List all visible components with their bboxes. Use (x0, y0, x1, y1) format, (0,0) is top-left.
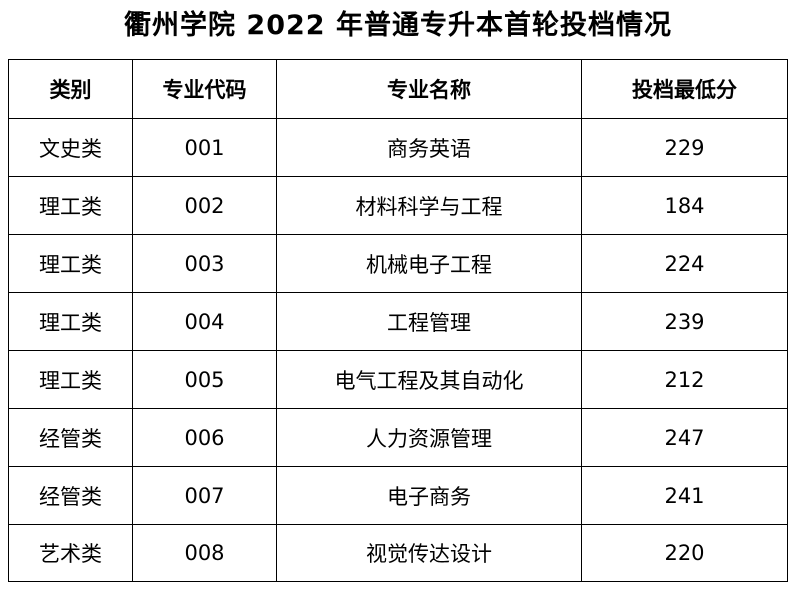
cell-major-code: 008 (132, 524, 277, 582)
cell-major-code: 002 (132, 176, 277, 235)
cell-category: 理工类 (8, 176, 133, 235)
table-row: 经管类 007 电子商务 241 (8, 466, 788, 525)
cell-min-score: 220 (581, 524, 788, 582)
cell-category: 艺术类 (8, 524, 133, 582)
admission-table: 类别 专业代码 专业名称 投档最低分 文史类 001 商务英语 229 理工类 … (8, 59, 788, 582)
table-row: 艺术类 008 视觉传达设计 220 (8, 524, 788, 582)
table-row: 文史类 001 商务英语 229 (8, 118, 788, 177)
cell-major-name: 机械电子工程 (276, 234, 582, 293)
page-title: 衢州学院 2022 年普通专升本首轮投档情况 (124, 10, 672, 41)
header-major-code: 专业代码 (132, 59, 277, 119)
cell-major-name: 电子商务 (276, 466, 582, 525)
table-row: 理工类 003 机械电子工程 224 (8, 234, 788, 293)
table-row: 理工类 002 材料科学与工程 184 (8, 176, 788, 235)
cell-major-code: 004 (132, 292, 277, 351)
cell-category: 理工类 (8, 292, 133, 351)
table-header-row: 类别 专业代码 专业名称 投档最低分 (8, 59, 788, 119)
cell-major-name: 商务英语 (276, 118, 582, 177)
cell-major-name: 电气工程及其自动化 (276, 350, 582, 409)
cell-major-name: 材料科学与工程 (276, 176, 582, 235)
header-category: 类别 (8, 59, 133, 119)
cell-major-code: 003 (132, 234, 277, 293)
header-major-name: 专业名称 (276, 59, 582, 119)
cell-major-code: 007 (132, 466, 277, 525)
cell-category: 经管类 (8, 408, 133, 467)
cell-major-name: 人力资源管理 (276, 408, 582, 467)
cell-category: 理工类 (8, 350, 133, 409)
cell-min-score: 241 (581, 466, 788, 525)
table-row: 理工类 004 工程管理 239 (8, 292, 788, 351)
cell-major-name: 工程管理 (276, 292, 582, 351)
cell-min-score: 239 (581, 292, 788, 351)
cell-major-name: 视觉传达设计 (276, 524, 582, 582)
header-min-score: 投档最低分 (581, 59, 788, 119)
cell-min-score: 229 (581, 118, 788, 177)
cell-min-score: 247 (581, 408, 788, 467)
cell-min-score: 212 (581, 350, 788, 409)
cell-category: 经管类 (8, 466, 133, 525)
cell-major-code: 006 (132, 408, 277, 467)
cell-min-score: 224 (581, 234, 788, 293)
cell-min-score: 184 (581, 176, 788, 235)
table-row: 经管类 006 人力资源管理 247 (8, 408, 788, 467)
cell-major-code: 001 (132, 118, 277, 177)
table-row: 理工类 005 电气工程及其自动化 212 (8, 350, 788, 409)
cell-category: 理工类 (8, 234, 133, 293)
cell-major-code: 005 (132, 350, 277, 409)
cell-category: 文史类 (8, 118, 133, 177)
